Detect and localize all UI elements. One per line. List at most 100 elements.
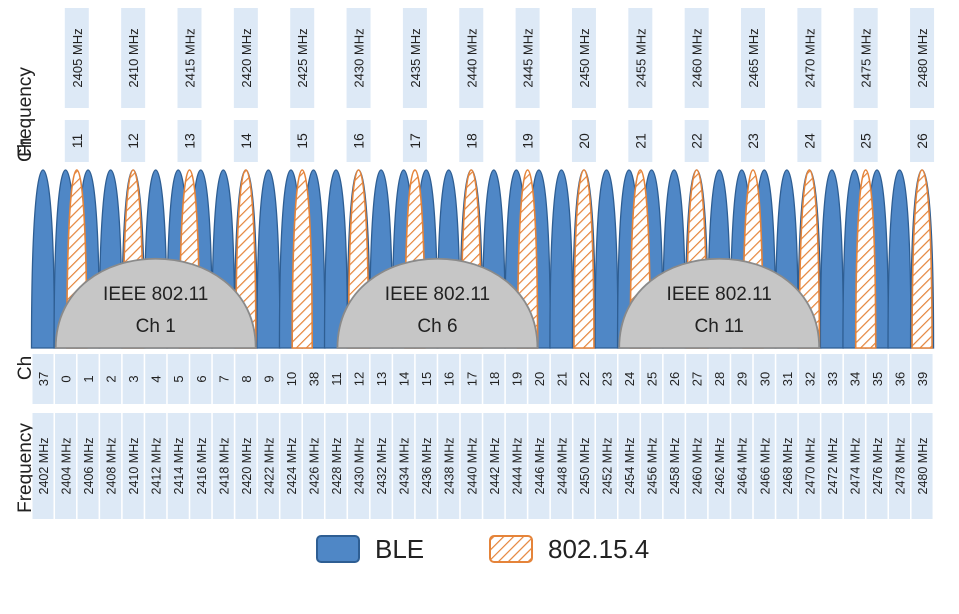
ble-channel-label: 5 2414 MHz [167,354,189,519]
ble-ch-cell [212,354,234,404]
ble-ch-cell [866,354,888,404]
zigbee-freq-cell [402,8,427,108]
ble-ch-cell [505,354,527,404]
zigbee-lobe [291,169,314,349]
ble-ch: 14 [397,372,412,386]
wifi-channel-2: IEEE 802.11 Ch 6 [336,258,539,349]
ble-lobe [819,169,845,349]
ble-ch-cell [145,354,167,404]
zigbee-freq: 2460 MHz [690,28,705,87]
ble-ch: 16 [442,372,457,386]
ble-ch-cell [618,354,640,404]
ble-ch: 6 [194,375,209,382]
wifi-channel-label: Ch 6 [417,316,457,337]
ble-freq-cell [505,413,527,519]
ble-freq: 2474 MHz [848,438,862,495]
ble-channel-label: 34 2474 MHz [843,354,865,519]
zigbee-freq: 2425 MHz [295,28,310,87]
ble-ch-cell [370,354,392,404]
ble-channel-label: 11 2428 MHz [325,354,347,519]
ble-freq-cell [190,413,212,519]
wifi-standard-label: IEEE 802.11 [103,284,208,305]
ble-freq: 2422 MHz [262,438,276,495]
ble-freq: 2434 MHz [398,438,412,495]
zigbee-freq-cell [571,8,596,108]
zigbee-ch: 12 [125,133,141,149]
ble-freq: 2464 MHz [736,438,750,495]
zigbee-ch-cell [515,120,540,162]
ble-freq: 2438 MHz [443,438,457,495]
zigbee-ch: 24 [801,133,817,149]
zigbee-channel-label: 2475 MHz 25 [853,8,878,162]
zigbee-ch-cell [797,120,822,162]
ble-ch-cell [77,354,99,404]
ble-ch-cell [483,354,505,404]
legend-zigbee-swatch [489,535,533,563]
zigbee-freq-cell [628,8,653,108]
ble-channel-label: 8 2420 MHz [235,354,257,519]
ble-ch: 38 [306,372,321,386]
zigbee-ch: 17 [407,133,423,149]
ble-channel-label: 12 2430 MHz [348,354,370,519]
ble-freq: 2404 MHz [60,438,74,495]
ble-channel-label: 9 2422 MHz [257,354,279,519]
wifi-standard-label: IEEE 802.11 [667,284,772,305]
legend-zigbee-label: 802.15.4 [548,534,649,564]
zigbee-ch-cell [853,120,878,162]
bottom-ch-label: Ch [15,356,36,380]
ble-ch: 8 [239,375,254,382]
ble-freq-cell [686,413,708,519]
ble-ch: 39 [915,372,930,386]
ble-freq: 2412 MHz [150,438,164,495]
ble-lobe [887,169,912,349]
wifi-standard-label: IEEE 802.11 [385,284,490,305]
wifi-channel-3: IEEE 802.11 Ch 11 [618,258,821,349]
zigbee-channel-label: 2455 MHz 21 [628,8,653,162]
ble-freq-cell [798,413,820,519]
ble-freq-cell [641,413,663,519]
ble-ch: 28 [712,372,727,386]
zigbee-ch-cell [571,120,596,162]
ble-ch-cell [753,354,775,404]
ble-channel-label: 38 2426 MHz [302,354,324,519]
ble-lobe [256,169,281,349]
top-ch-label: Ch [15,138,36,162]
zigbee-freq-cell [290,8,315,108]
ble-freq: 2462 MHz [713,438,727,495]
zigbee-ch: 11 [69,134,85,149]
ble-ch: 17 [464,372,479,386]
zigbee-ch: 23 [745,133,761,149]
ble-ch-cell [393,354,415,404]
ble-channel-label: 20 2446 MHz [528,354,550,519]
ble-ch-cell [257,354,279,404]
ble-ch: 35 [870,372,885,386]
ble-ch: 24 [622,372,637,386]
zigbee-freq: 2445 MHz [521,28,536,87]
ble-channel-label: 27 2460 MHz [686,354,708,519]
ble-ch: 13 [374,372,389,386]
ble-freq-cell [122,413,144,519]
ble-freq: 2420 MHz [240,438,254,495]
ble-channel-label: 1 2406 MHz [77,354,99,519]
zigbee-freq-cell [853,8,878,108]
ble-ch: 9 [261,375,276,382]
ble-lobe [594,169,619,349]
ble-freq: 2432 MHz [375,438,389,495]
ble-freq-cell [866,413,888,519]
ble-ch-cell [528,354,550,404]
ble-ch-cell [821,354,843,404]
zigbee-channel-label: 2450 MHz 20 [571,8,596,162]
ble-ch-cell [843,354,865,404]
wifi-dome [618,258,821,349]
ble-channel-label: 21 2448 MHz [550,354,572,519]
ble-freq-cell [596,413,617,519]
ble-ch-cell [686,354,708,404]
ble-freq-cell [145,413,167,519]
ble-freq: 2424 MHz [285,438,299,495]
ble-freq-cell [235,413,257,519]
zigbee-channel-label: 2470 MHz 24 [797,8,822,162]
wifi-dome [336,258,539,349]
ble-channel-label: 13 2432 MHz [370,354,392,519]
ble-channel-label: 35 2476 MHz [866,354,888,519]
ble-freq-cell [77,413,99,519]
